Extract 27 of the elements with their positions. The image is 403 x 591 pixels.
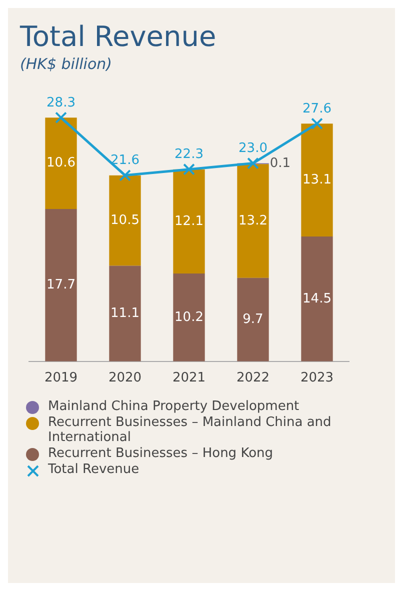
data-label: 13.2 [238, 213, 268, 228]
x-tick-label: 2022 [236, 370, 270, 386]
data-label: 10.5 [110, 212, 140, 228]
x-tick-label: 2021 [172, 370, 206, 386]
x-tick-label: 2020 [108, 370, 142, 386]
data-label: 12.1 [174, 214, 204, 229]
data-label: 22.3 [174, 146, 204, 162]
data-label: 11.1 [110, 306, 140, 321]
text: Total Revenue [20, 20, 218, 53]
data-label: 27.6 [302, 101, 332, 116]
x-tick-label: 2023 [300, 370, 334, 386]
data-label: 10.2 [174, 310, 204, 325]
legend-label: Total Revenue [48, 462, 140, 477]
data-label: 17.7 [46, 277, 76, 292]
data-label: 9.7 [242, 312, 264, 327]
data-label: 13.1 [302, 172, 332, 188]
legend-label: Recurrent Businesses – Mainland China and International [48, 414, 332, 445]
data-label: 0.1 [270, 156, 291, 171]
x-tick-label: 2019 [44, 370, 78, 386]
data-label: 14.5 [302, 291, 332, 306]
data-label: 10.6 [46, 155, 76, 170]
data-label: 21.6 [110, 153, 140, 168]
legend-label: Mainland China Property Development [48, 398, 300, 414]
legend-label: Recurrent Businesses – Hong Kong [48, 446, 274, 461]
data-label: 28.3 [46, 95, 76, 110]
text: (HK$ billion) [20, 54, 114, 73]
data-label: 23.0 [238, 140, 268, 156]
